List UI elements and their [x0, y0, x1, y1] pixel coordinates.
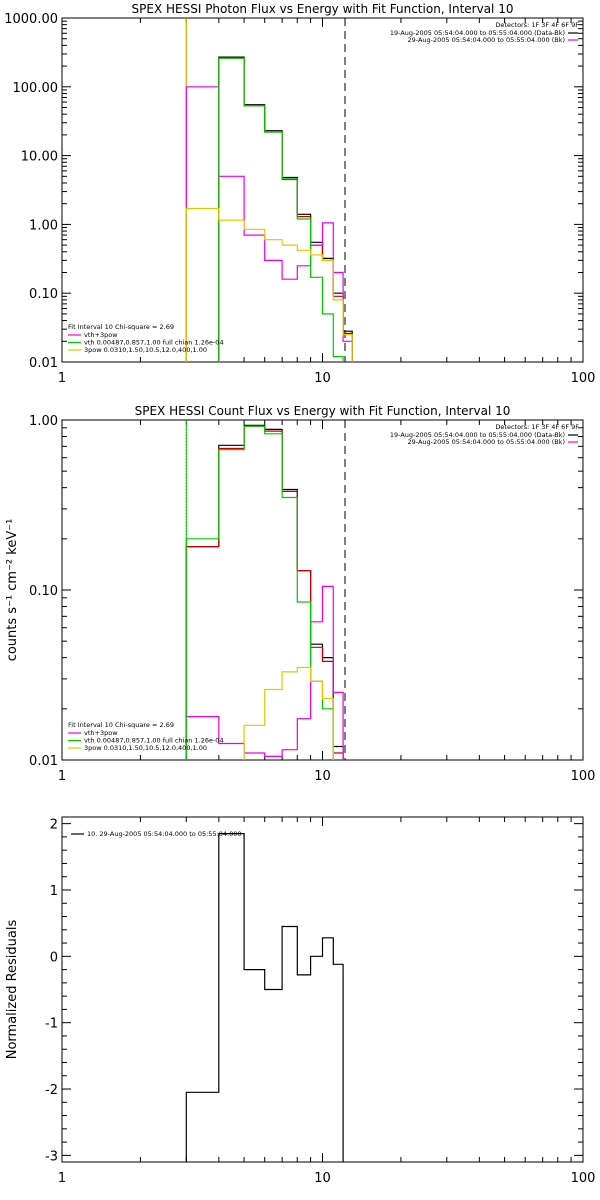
- series-step-line-5: [243, 666, 334, 760]
- chart-panel-1: SPEX HESSI Photon Flux vs Energy with Fi…: [4, 2, 595, 386]
- legend-series-name: 10. 29-Aug-2005 05:54:04.000 to 05:55:04…: [87, 830, 242, 838]
- y-tick-label: 0.10: [29, 287, 58, 302]
- y-tick-label: -3: [45, 1149, 58, 1164]
- chart-panel-3: 1 10 100 -3 -2 -1 0 1 2 Normalized Residuals 10. 2…: [5, 816, 596, 1186]
- plot-area: [185, 420, 346, 760]
- y-tick-label: 0.01: [29, 356, 58, 371]
- chart-panel-2: SPEX HESSI Count Flux vs Energy with Fit…: [5, 404, 595, 784]
- y-axis-label: counts s⁻¹ cm⁻² keV⁻¹: [5, 519, 20, 662]
- y-tick-label: 100.00: [13, 81, 59, 96]
- legend-time-range: 29-Aug-2005 05:54:04.000 to 05:55:04.000…: [408, 36, 565, 44]
- y-tick-label: 0.10: [29, 584, 58, 599]
- legend-time-range: 29-Aug-2005 05:54:04.000 to 05:55:04.000…: [408, 438, 565, 446]
- x-tick-label: 100: [571, 1171, 596, 1186]
- plot-frame: [61, 816, 584, 1163]
- x-tick-label: 10: [314, 1171, 331, 1186]
- legend-series-name: vth 0.00487,0.857,1.00 full chian 1.26e-…: [84, 339, 224, 347]
- legend-time-range: 19-Aug-2005 05:54:04.000 to 05:55:04.000…: [390, 431, 565, 439]
- series-step-line-4: [185, 425, 334, 760]
- series-step-line-3: [185, 86, 353, 362]
- y-tick-label: 10.00: [21, 150, 58, 165]
- fit-interval-label: Fit Interval 10 Chi-square = 2.69: [68, 323, 174, 331]
- y-tick-label: 2: [50, 818, 58, 833]
- x-tick-label: 1: [58, 1171, 66, 1186]
- detectors-label: Detectors: 1F 3F 4F 6F 9F: [495, 423, 579, 431]
- y-tick-label: 1000.00: [4, 12, 58, 27]
- y-tick-label: -1: [45, 1017, 58, 1032]
- plot-area: [185, 18, 353, 362]
- legend-series-name: vth+3pow: [84, 331, 118, 339]
- legend-time-range: 19-Aug-2005 05:54:04.000 to 05:55:04.000…: [390, 29, 565, 37]
- series-step-line-2: [185, 425, 344, 760]
- legend-series-name: 3pow 0.0310,1.50,10.5,12.0,400,1.00: [84, 346, 207, 354]
- y-tick-label: 0.01: [29, 754, 58, 769]
- x-tick-label: 1: [58, 371, 66, 386]
- series-step-line-1: [185, 833, 344, 1162]
- x-tick-label: 10: [314, 769, 331, 784]
- y-tick-label: 1.00: [29, 414, 58, 429]
- legend-series-name: vth+3pow: [84, 729, 118, 737]
- x-tick-label: 10: [314, 371, 331, 386]
- series-step-line-1: [185, 424, 344, 760]
- legend-series-name: vth 0.00487,0.857,1.00 full chian 1.26e-…: [84, 737, 224, 745]
- series-step-line-2: [218, 57, 353, 362]
- chart-title: SPEX HESSI Count Flux vs Energy with Fit…: [135, 404, 511, 418]
- x-tick-label: 1: [58, 769, 66, 784]
- y-tick-label: -2: [45, 1083, 58, 1098]
- legend-series-name: 3pow 0.0310,1.50,10.5,12.0,400,1.00: [84, 744, 207, 752]
- y-tick-label: 1.00: [29, 218, 58, 233]
- y-tick-label: 0: [50, 950, 58, 965]
- y-tick-label: 1: [50, 884, 58, 899]
- series-step-line-3: [185, 585, 344, 760]
- detectors-label: Detectors: 1F 3F 4F 6F 9F: [495, 21, 579, 29]
- series-step-line-1: [218, 56, 353, 362]
- series-step-line-5: [185, 207, 353, 362]
- fit-interval-label: Fit Interval 10 Chi-square = 2.69: [68, 721, 174, 729]
- plot-area: [185, 833, 344, 1162]
- y-axis-label: Normalized Residuals: [5, 920, 20, 1060]
- x-tick-label: 100: [571, 371, 596, 386]
- series-step-line-4: [218, 57, 344, 362]
- chart-title: SPEX HESSI Photon Flux vs Energy with Fi…: [132, 2, 514, 16]
- x-tick-label: 100: [571, 769, 596, 784]
